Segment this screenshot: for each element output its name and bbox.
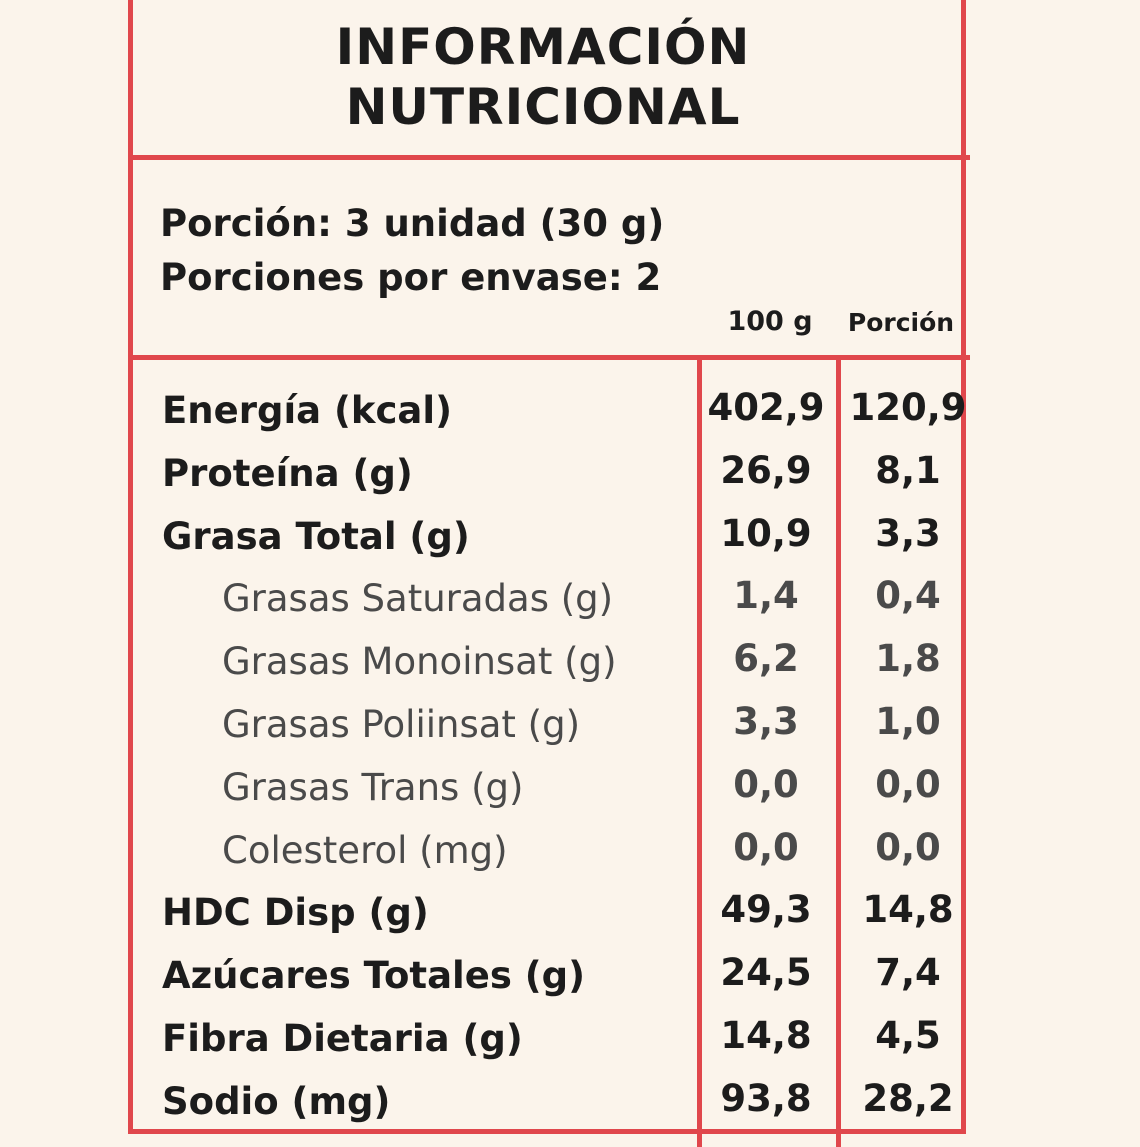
nutrient-value: 8,1 [875, 448, 941, 492]
divider [128, 355, 970, 360]
nutrient-value: 49,3 [720, 888, 812, 932]
nutrient-value: 1,8 [875, 637, 941, 681]
nutrient-label: Fibra Dietaria (g) [162, 1017, 523, 1060]
column-header: Porción [847, 308, 955, 337]
nutrient-value: 1,0 [875, 700, 941, 743]
nutrient-value: 7,4 [875, 951, 941, 995]
nutrient-value: 0,4 [875, 574, 941, 618]
nutrient-value: 0,0 [733, 825, 799, 869]
label-border [128, 0, 966, 1134]
nutrient-value: 6,2 [733, 637, 799, 681]
divider [128, 155, 970, 160]
nutrient-value: 3,3 [875, 511, 941, 555]
nutrient-label: Grasas Saturadas (g) [222, 577, 614, 621]
nutrient-label: Proteína (g) [162, 451, 413, 495]
nutrient-value: 3,3 [733, 700, 799, 743]
nutrient-value: 4,5 [875, 1014, 941, 1057]
nutrient-value: 0,0 [733, 762, 799, 806]
servings-per-package: Porciones por envase: 2 [160, 256, 662, 299]
nutrient-label: Colesterol (mg) [222, 828, 508, 872]
nutrient-label: Sodio (mg) [162, 1079, 391, 1123]
nutrient-value: 10,9 [720, 511, 812, 555]
nutrient-value: 1,4 [733, 574, 799, 618]
nutrient-value: 14,8 [720, 1014, 812, 1057]
nutrient-value: 0,0 [875, 825, 941, 869]
nutrient-label: Energía (kcal) [162, 389, 452, 432]
nutrient-value: 14,8 [862, 888, 954, 932]
nutrient-value: 402,9 [707, 386, 825, 429]
nutrient-label: Azúcares Totales (g) [162, 954, 586, 998]
nutrient-value: 120,9 [849, 386, 967, 429]
column-divider [836, 357, 841, 1147]
serving-size: Porción: 3 unidad (30 g) [160, 202, 665, 245]
nutrient-label: HDC Disp (g) [162, 891, 429, 935]
nutrient-value: 28,2 [862, 1076, 954, 1120]
nutrient-label: Grasas Trans (g) [222, 765, 524, 809]
nutrient-value: 26,9 [720, 448, 812, 492]
nutrient-label: Grasas Monoinsat (g) [222, 640, 617, 684]
title: INFORMACIÓN [335, 18, 751, 76]
column-header: 100 g [727, 306, 813, 337]
column-divider [697, 357, 702, 1147]
nutrient-value: 0,0 [875, 762, 941, 806]
nutrient-value: 93,8 [720, 1076, 812, 1120]
nutrient-value: 24,5 [720, 951, 812, 995]
nutrient-label: Grasas Poliinsat (g) [222, 703, 581, 746]
nutrient-label: Grasa Total (g) [162, 514, 470, 558]
title: NUTRICIONAL [345, 78, 741, 136]
